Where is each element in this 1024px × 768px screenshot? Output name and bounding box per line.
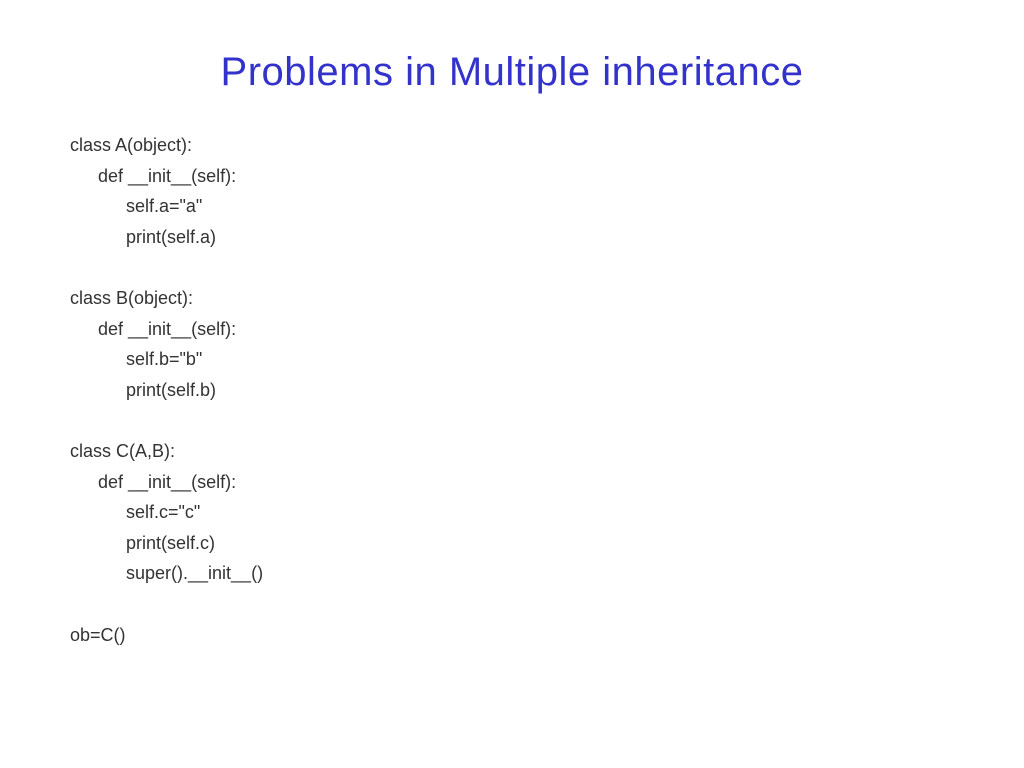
code-block: class A(object): def __init__(self): sel…: [70, 130, 954, 650]
code-line: class A(object):: [70, 130, 954, 161]
code-line: print(self.a): [70, 222, 954, 253]
code-line: print(self.c): [70, 528, 954, 559]
code-line: self.b="b": [70, 344, 954, 375]
code-line: self.a="a": [70, 191, 954, 222]
blank-line: [70, 589, 954, 620]
code-line: class B(object):: [70, 283, 954, 314]
blank-line: [70, 252, 954, 283]
code-line: print(self.b): [70, 375, 954, 406]
code-line: super().__init__(): [70, 558, 954, 589]
code-line: ob=C(): [70, 620, 954, 651]
slide-title: Problems in Multiple inheritance: [70, 50, 954, 95]
code-line: class C(A,B):: [70, 436, 954, 467]
code-line: def __init__(self):: [70, 161, 954, 192]
code-line: def __init__(self):: [70, 314, 954, 345]
code-line: self.c="c": [70, 497, 954, 528]
code-line: def __init__(self):: [70, 467, 954, 498]
blank-line: [70, 405, 954, 436]
